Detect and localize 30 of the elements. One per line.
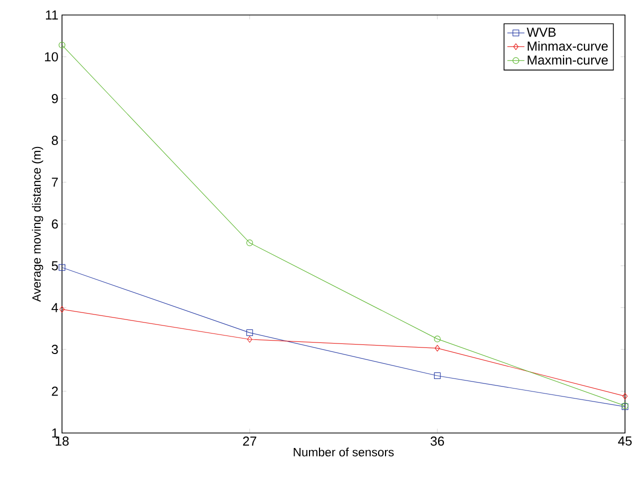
x-axis-title: Number of sensors (294, 448, 394, 456)
y-tick-label: 1 (52, 428, 58, 438)
y-tick-label: 6 (52, 219, 58, 229)
y-tick-label: 2 (52, 386, 58, 396)
point (434, 372, 441, 380)
x-tick-label: 36 (430, 436, 444, 446)
y-tick-label: 8 (52, 136, 58, 145)
y-tick-label: 3 (52, 344, 58, 354)
y-axis-title: Average moving distance (m) (32, 146, 44, 302)
y-tick-label: 11 (46, 10, 58, 20)
point (434, 344, 440, 352)
x-tick-label: 18 (56, 436, 69, 446)
x-tick-label: 27 (243, 436, 256, 446)
y-tick-label: 4 (52, 303, 58, 312)
legend-label: WVB (526, 28, 556, 37)
y-tick-label: 5 (52, 261, 58, 270)
point (247, 336, 252, 343)
legend-label: Minmax-curve (528, 41, 608, 51)
y-tick-label: 7 (52, 178, 58, 187)
x-tick-label: 45 (618, 436, 632, 446)
y-tick-label: 9 (52, 94, 58, 104)
point (58, 264, 66, 271)
point (59, 306, 65, 313)
point (246, 240, 253, 246)
point (58, 42, 66, 48)
point (622, 392, 628, 400)
point (246, 329, 253, 336)
y-tick-label: 10 (44, 52, 58, 62)
point (434, 336, 441, 342)
legend-label: Maxmin-curve (528, 55, 608, 65)
